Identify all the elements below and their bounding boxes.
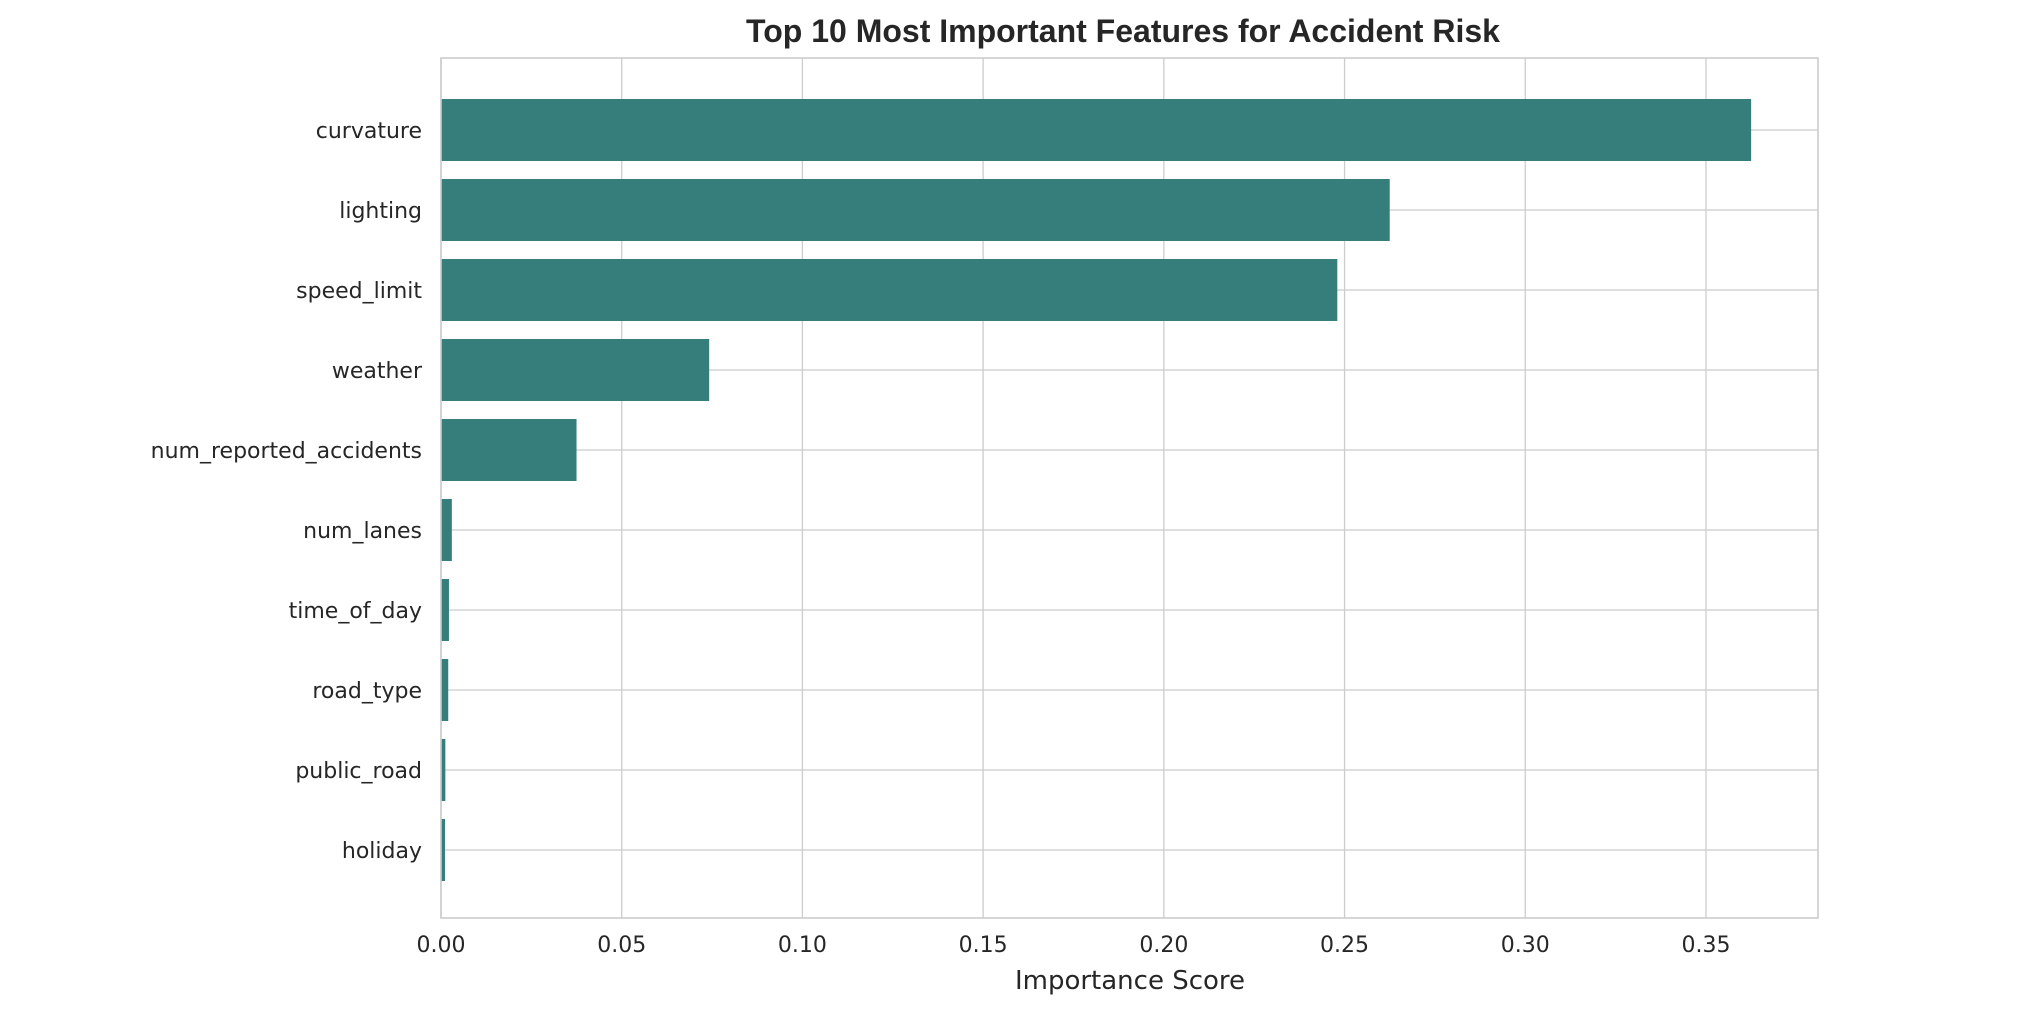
x-tick-label: 0.20 xyxy=(1139,933,1188,958)
y-tick-label: speed_limit xyxy=(296,279,422,304)
x-tick-label: 0.25 xyxy=(1320,933,1369,958)
y-tick-label: num_lanes xyxy=(303,519,422,544)
bar-num-reported-accidents xyxy=(441,419,577,481)
x-tick-label: 0.10 xyxy=(778,933,827,958)
bar-speed-limit xyxy=(441,259,1338,321)
x-tick-label: 0.00 xyxy=(417,933,466,958)
plot-frame xyxy=(440,57,1819,919)
bar-weather xyxy=(441,339,710,401)
y-tick-label: lighting xyxy=(339,199,422,224)
y-tick-label: num_reported_accidents xyxy=(151,439,422,464)
bar-holiday xyxy=(441,819,445,881)
x-tick-label: 0.05 xyxy=(597,933,646,958)
y-tick-label: holiday xyxy=(342,839,422,864)
y-tick-label: curvature xyxy=(316,119,422,144)
y-tick-label: public_road xyxy=(295,759,422,784)
y-tick-label: weather xyxy=(332,359,423,384)
x-tick-label: 0.30 xyxy=(1501,933,1550,958)
bar-lighting xyxy=(441,179,1390,241)
x-tick-labels: 0.00 0.05 0.10 0.15 0.20 0.25 0.30 0.35 xyxy=(417,933,1731,958)
bar-road-type xyxy=(441,659,449,721)
bar-public-road xyxy=(441,739,446,801)
x-tick-label: 0.35 xyxy=(1681,933,1730,958)
bar-num-lanes xyxy=(441,499,452,561)
bars xyxy=(441,99,1752,881)
y-tick-label: road_type xyxy=(312,679,422,704)
chart-title: Top 10 Most Important Features for Accid… xyxy=(746,13,1500,49)
bar-curvature xyxy=(441,99,1752,161)
y-tick-label: time_of_day xyxy=(289,599,422,624)
x-axis-label: Importance Score xyxy=(1015,966,1245,996)
bar-time-of-day xyxy=(441,579,449,641)
x-tick-label: 0.15 xyxy=(959,933,1008,958)
